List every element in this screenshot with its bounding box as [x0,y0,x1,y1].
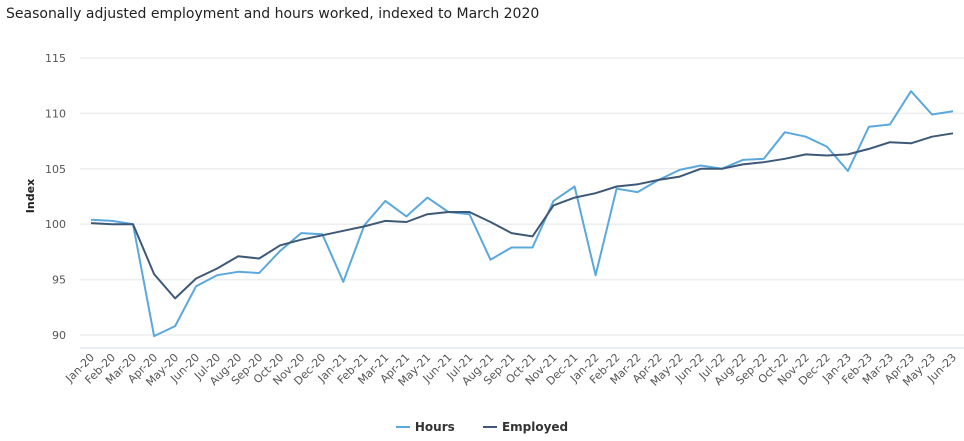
legend: Hours Employed [0,417,964,434]
legend-item-employed[interactable]: Employed [482,420,569,434]
legend-swatch-employed [482,426,497,428]
y-axis-label: Index [24,179,37,213]
chart-title: Seasonally adjusted employment and hours… [6,6,540,22]
y-tick-label: 115 [45,52,66,65]
legend-item-hours[interactable]: Hours [395,420,455,434]
y-tick-label: 90 [52,329,66,342]
y-tick-label: 110 [45,107,66,120]
legend-swatch-hours [395,426,410,428]
series-line-employed [90,132,954,300]
legend-label-hours: Hours [414,420,455,434]
series-line-hours [90,90,954,338]
y-tick-label: 105 [45,163,66,176]
y-tick-label: 95 [52,274,66,287]
legend-label-employed: Employed [501,420,569,434]
y-tick-label: 100 [45,218,66,231]
